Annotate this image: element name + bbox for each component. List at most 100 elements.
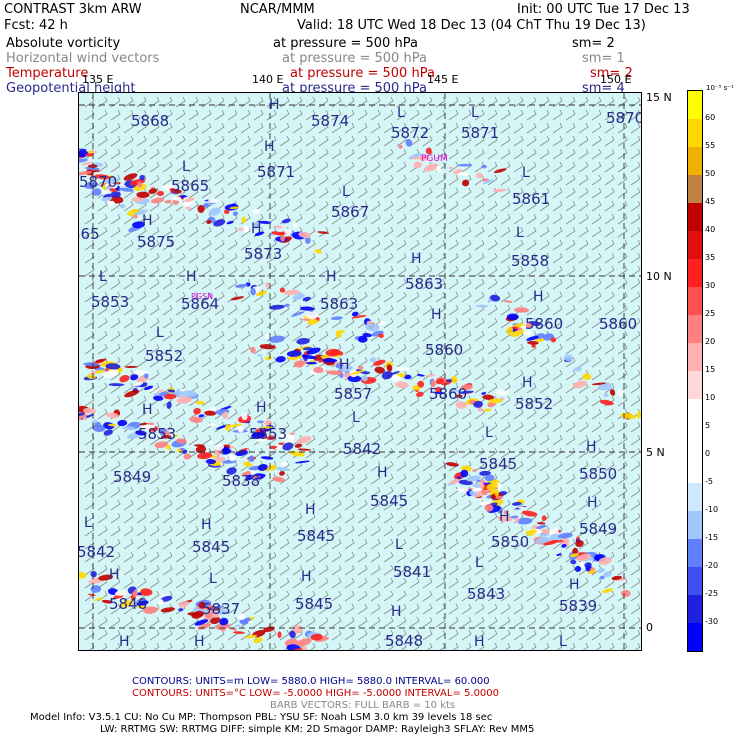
wind-barb <box>240 122 251 134</box>
wind-barb <box>370 460 381 472</box>
wind-barb <box>487 382 498 394</box>
wind-barb <box>370 421 381 433</box>
wind-barb <box>357 161 368 173</box>
wind-barb <box>201 174 212 186</box>
wind-barb <box>279 512 290 524</box>
wind-barb <box>513 603 524 615</box>
vorticity-blob <box>98 574 114 581</box>
wind-barb <box>396 434 407 446</box>
wind-barb <box>513 226 524 238</box>
vorticity-blob <box>189 416 203 423</box>
wind-barb <box>604 330 615 342</box>
vorticity-blob <box>79 403 82 407</box>
wind-barb <box>500 525 511 537</box>
lat-label-0: 0 <box>646 621 653 634</box>
wind-barb <box>361 642 368 650</box>
wind-barb <box>110 317 121 329</box>
vorticity-blob <box>365 323 380 332</box>
wind-barb <box>201 551 212 563</box>
wind-barb <box>526 434 537 446</box>
wind-barb <box>617 122 628 134</box>
wind-barb <box>552 408 563 420</box>
wind-barb <box>370 525 381 537</box>
wind-barb <box>175 239 186 251</box>
height-extremum-marker: L <box>156 325 164 341</box>
vorticity-blob <box>475 172 483 179</box>
vorticity-blob <box>222 411 229 419</box>
wind-barb <box>396 577 407 589</box>
wind-barb <box>474 187 485 199</box>
wind-barb <box>162 629 173 641</box>
wind-barb <box>500 538 511 550</box>
wind-barb <box>517 642 524 650</box>
colorbar-cell <box>688 399 702 427</box>
vorticity-blob <box>107 423 118 427</box>
wind-barb <box>526 616 537 628</box>
wind-barb <box>409 525 420 537</box>
wind-barb <box>396 629 407 641</box>
wind-barb <box>97 252 108 264</box>
wind-barb <box>565 291 576 303</box>
colorbar-tick-label: 45 <box>705 197 716 206</box>
wind-barb <box>162 382 173 394</box>
wind-barb <box>422 551 433 563</box>
wind-barb <box>383 486 394 498</box>
wind-barb <box>240 590 251 602</box>
wind-barb <box>357 356 368 368</box>
wind-barb <box>565 603 576 615</box>
wind-barb <box>227 525 238 537</box>
wind-barb <box>253 161 264 173</box>
wind-barb <box>500 408 511 420</box>
wind-barb <box>409 278 420 290</box>
vorticity-blob <box>417 380 425 388</box>
wind-barb <box>110 161 121 173</box>
wind-barb <box>84 239 95 251</box>
vorticity-blob <box>232 211 238 217</box>
wind-barb <box>292 148 303 160</box>
wind-barb <box>162 538 173 550</box>
wind-barb <box>474 278 485 290</box>
wind-barb <box>617 278 628 290</box>
wind-barb <box>266 161 277 173</box>
height-value-label: 5845 <box>192 538 230 556</box>
wind-barb <box>253 96 264 108</box>
wind-barb <box>604 304 615 316</box>
vorticity-blob <box>455 401 467 409</box>
wind-barb <box>84 278 95 290</box>
wind-barb <box>513 239 524 251</box>
wind-barb <box>565 317 576 329</box>
height-extremum-marker: H <box>522 375 533 391</box>
wind-barb <box>448 577 459 589</box>
wind-barb <box>253 382 264 394</box>
height-extremum-marker: L <box>182 159 190 175</box>
wind-barb <box>383 408 394 420</box>
wind-barb <box>175 421 186 433</box>
wind-barb <box>201 512 212 524</box>
wind-barb <box>539 551 550 563</box>
wind-barb <box>448 304 459 316</box>
height-value-label: 5848 <box>385 632 423 650</box>
wind-barb <box>214 304 225 316</box>
wind-barb <box>97 499 108 511</box>
height-value-label: 5861 <box>512 190 550 208</box>
contours-temperature: CONTOURS: UNITS=°C LOW= -5.0000 HIGH= -5… <box>132 688 500 699</box>
vorticity-blob <box>525 322 534 329</box>
init-time: Init: 00 UTC Tue 17 Dec 13 <box>517 2 690 17</box>
height-extremum-marker: H <box>305 502 316 518</box>
colorbar-cell <box>688 175 702 203</box>
wind-barb <box>110 343 121 355</box>
wind-barb <box>617 161 628 173</box>
wind-barb <box>448 382 459 394</box>
wind-barb <box>409 252 420 264</box>
wind-barb <box>123 460 134 472</box>
vorticity-blob <box>124 365 138 369</box>
vorticity-blob <box>484 474 495 482</box>
wind-barb <box>370 291 381 303</box>
wind-barb <box>214 564 225 576</box>
wind-barb <box>279 265 290 277</box>
field-pressure-1: at pressure = 500 hPa <box>273 36 418 51</box>
wind-barb <box>357 395 368 407</box>
wind-barb <box>136 109 147 121</box>
wind-barb <box>591 603 602 615</box>
vorticity-blob <box>599 399 614 406</box>
